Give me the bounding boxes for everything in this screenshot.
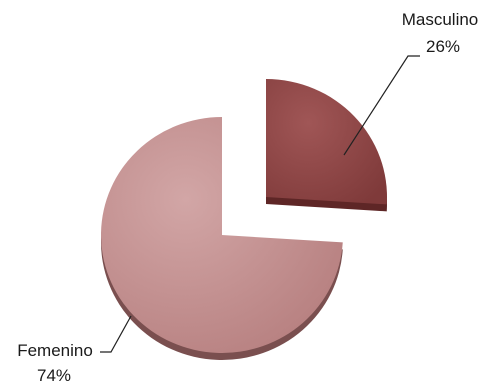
leader-line-femenino	[100, 315, 132, 353]
leader-line-masculino	[343, 55, 420, 156]
label-femenino: Femenino	[17, 341, 93, 360]
value-label-masculino: 26%	[426, 37, 460, 56]
label-masculino: Masculino	[402, 10, 479, 29]
value-label-femenino: 74%	[37, 366, 71, 385]
slice-femenino	[100, 117, 343, 353]
slice-masculino	[266, 79, 387, 205]
